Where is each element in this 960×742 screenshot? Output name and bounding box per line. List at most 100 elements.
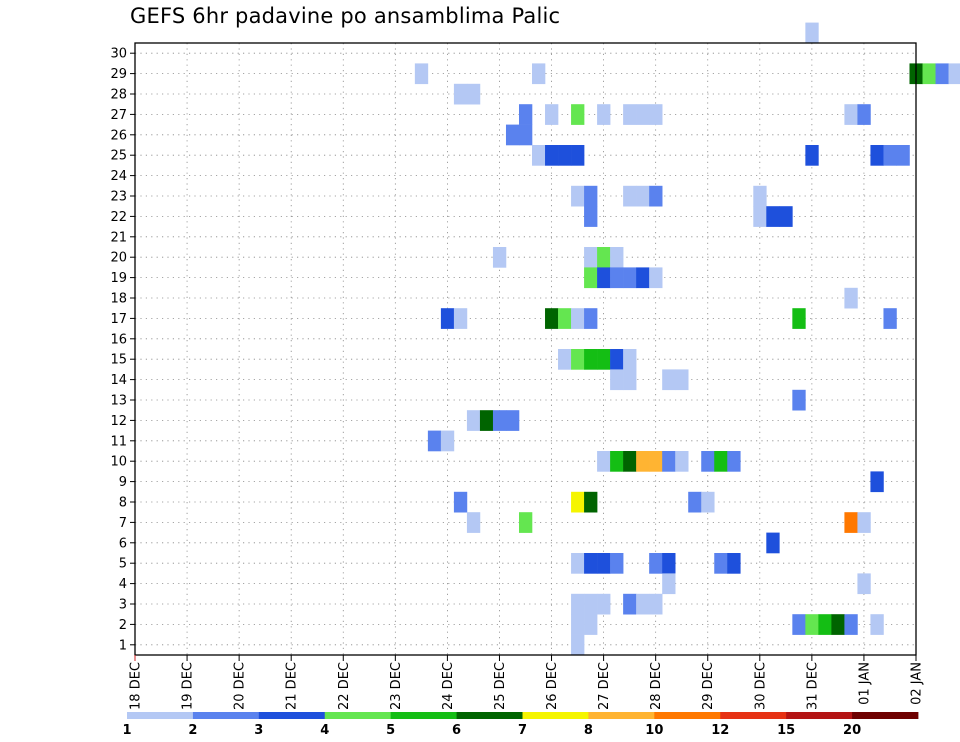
heatmap-cell [883,308,897,329]
heatmap-cell [844,512,858,533]
heatmap-cell [597,267,611,289]
legend-swatch [852,712,919,719]
y-tick-label: 17 [110,312,127,327]
heatmap-cell [584,349,598,370]
heatmap-cell [610,451,624,472]
heatmap-cell [571,553,585,574]
heatmap-cell [857,573,871,595]
x-tick-label: 25 DEC [493,662,508,710]
y-tick-label: 2 [119,618,127,633]
legend-swatch [654,712,721,719]
heatmap-cell [948,63,960,85]
x-tick-label: 29 DEC [701,662,716,710]
heatmap-cell [584,593,598,615]
heatmap-cell [636,104,650,125]
heatmap-cell [453,308,468,329]
heatmap-cell [805,145,819,166]
heatmap-cell [662,369,676,391]
heatmap-cell [584,267,598,289]
heatmap-cell [584,308,598,329]
heatmap-cell [623,185,637,207]
heatmap-cell [714,451,728,472]
x-tick-label: 31 DEC [805,662,820,710]
plot-frame [134,42,917,656]
heatmap-cell [792,389,806,411]
heatmap-cell [675,451,689,472]
y-tick-label: 23 [110,190,127,205]
heatmap-cell [805,22,819,44]
legend-swatch [324,712,392,719]
heatmap-cell [466,410,481,431]
heatmap-cell [571,308,585,329]
heatmap-cell [792,308,806,329]
y-tick-label: 4 [119,577,127,592]
chart-title: GEFS 6hr padavine po ansamblima Palic [130,4,561,28]
heatmap-cell [492,410,507,431]
y-tick-label: 14 [110,373,127,388]
legend-swatch [127,712,194,719]
legend-label: 15 [777,723,795,738]
heatmap-cell [636,185,650,207]
x-tick-label: 24 DEC [441,662,456,710]
x-tick-label: 22 DEC [337,662,352,710]
x-tick-label: 26 DEC [545,662,560,710]
y-tick-label: 11 [110,434,127,449]
heatmap-cell [727,553,741,574]
y-tick-label: 15 [110,353,127,368]
legend-label: 2 [188,723,197,738]
heatmap-cell [597,553,611,574]
heatmap-cell [649,451,663,472]
heatmap-cell [896,145,910,166]
heatmap-cell [649,104,663,125]
heatmap-cell [545,308,559,329]
heatmap-cell [857,104,871,125]
heatmap-cell [545,104,559,125]
legend-label: 7 [518,723,527,738]
y-tick-label: 13 [110,394,127,409]
legend-label: 20 [843,723,861,738]
heatmap-cell [662,573,676,595]
heatmap-cell [649,185,663,207]
y-tick-label: 10 [110,455,127,470]
heatmap-cell [818,614,832,635]
heatmap-cell [571,634,585,656]
y-tick-label: 9 [119,475,127,490]
heatmap-cell [792,614,806,635]
y-tick-label: 22 [110,210,127,225]
x-tick-label: 28 DEC [649,662,664,710]
heatmap-cell [453,83,468,105]
y-tick-label: 3 [119,598,127,613]
heatmap-cell [623,593,637,615]
heatmap-cell [870,471,884,493]
heatmap-cell [453,491,468,513]
heatmap-cell [571,349,585,370]
heatmap-cell [662,451,676,472]
heatmap-cell [610,553,624,574]
heatmap-cell [844,104,858,125]
y-tick-label: 20 [110,251,127,266]
heatmap-cell [623,369,637,391]
heatmap-cell [623,104,637,125]
x-tick-label: 01 JAN [857,662,872,705]
heatmap-cell [636,267,650,289]
y-tick-label: 5 [119,557,127,572]
x-tick-label: 30 DEC [753,662,768,710]
heatmap-cell [558,308,572,329]
heatmap-cell [870,145,884,166]
heatmap-cell [649,553,663,574]
heatmap-cell [492,247,507,268]
heatmap-cell [479,410,494,431]
heatmap-cell [701,491,715,513]
heatmap-cell [753,206,767,227]
legend-swatch [588,712,655,719]
heatmap-cell [844,287,858,309]
heatmap-cell [623,267,637,289]
legend-label: 4 [320,723,329,738]
y-tick-label: 1 [119,638,127,653]
legend-swatch [720,712,787,719]
heatmap-cell [466,83,481,105]
x-tick-label: 21 DEC [285,662,300,710]
heatmap-cell [584,206,598,227]
heatmap-cell [597,104,611,125]
